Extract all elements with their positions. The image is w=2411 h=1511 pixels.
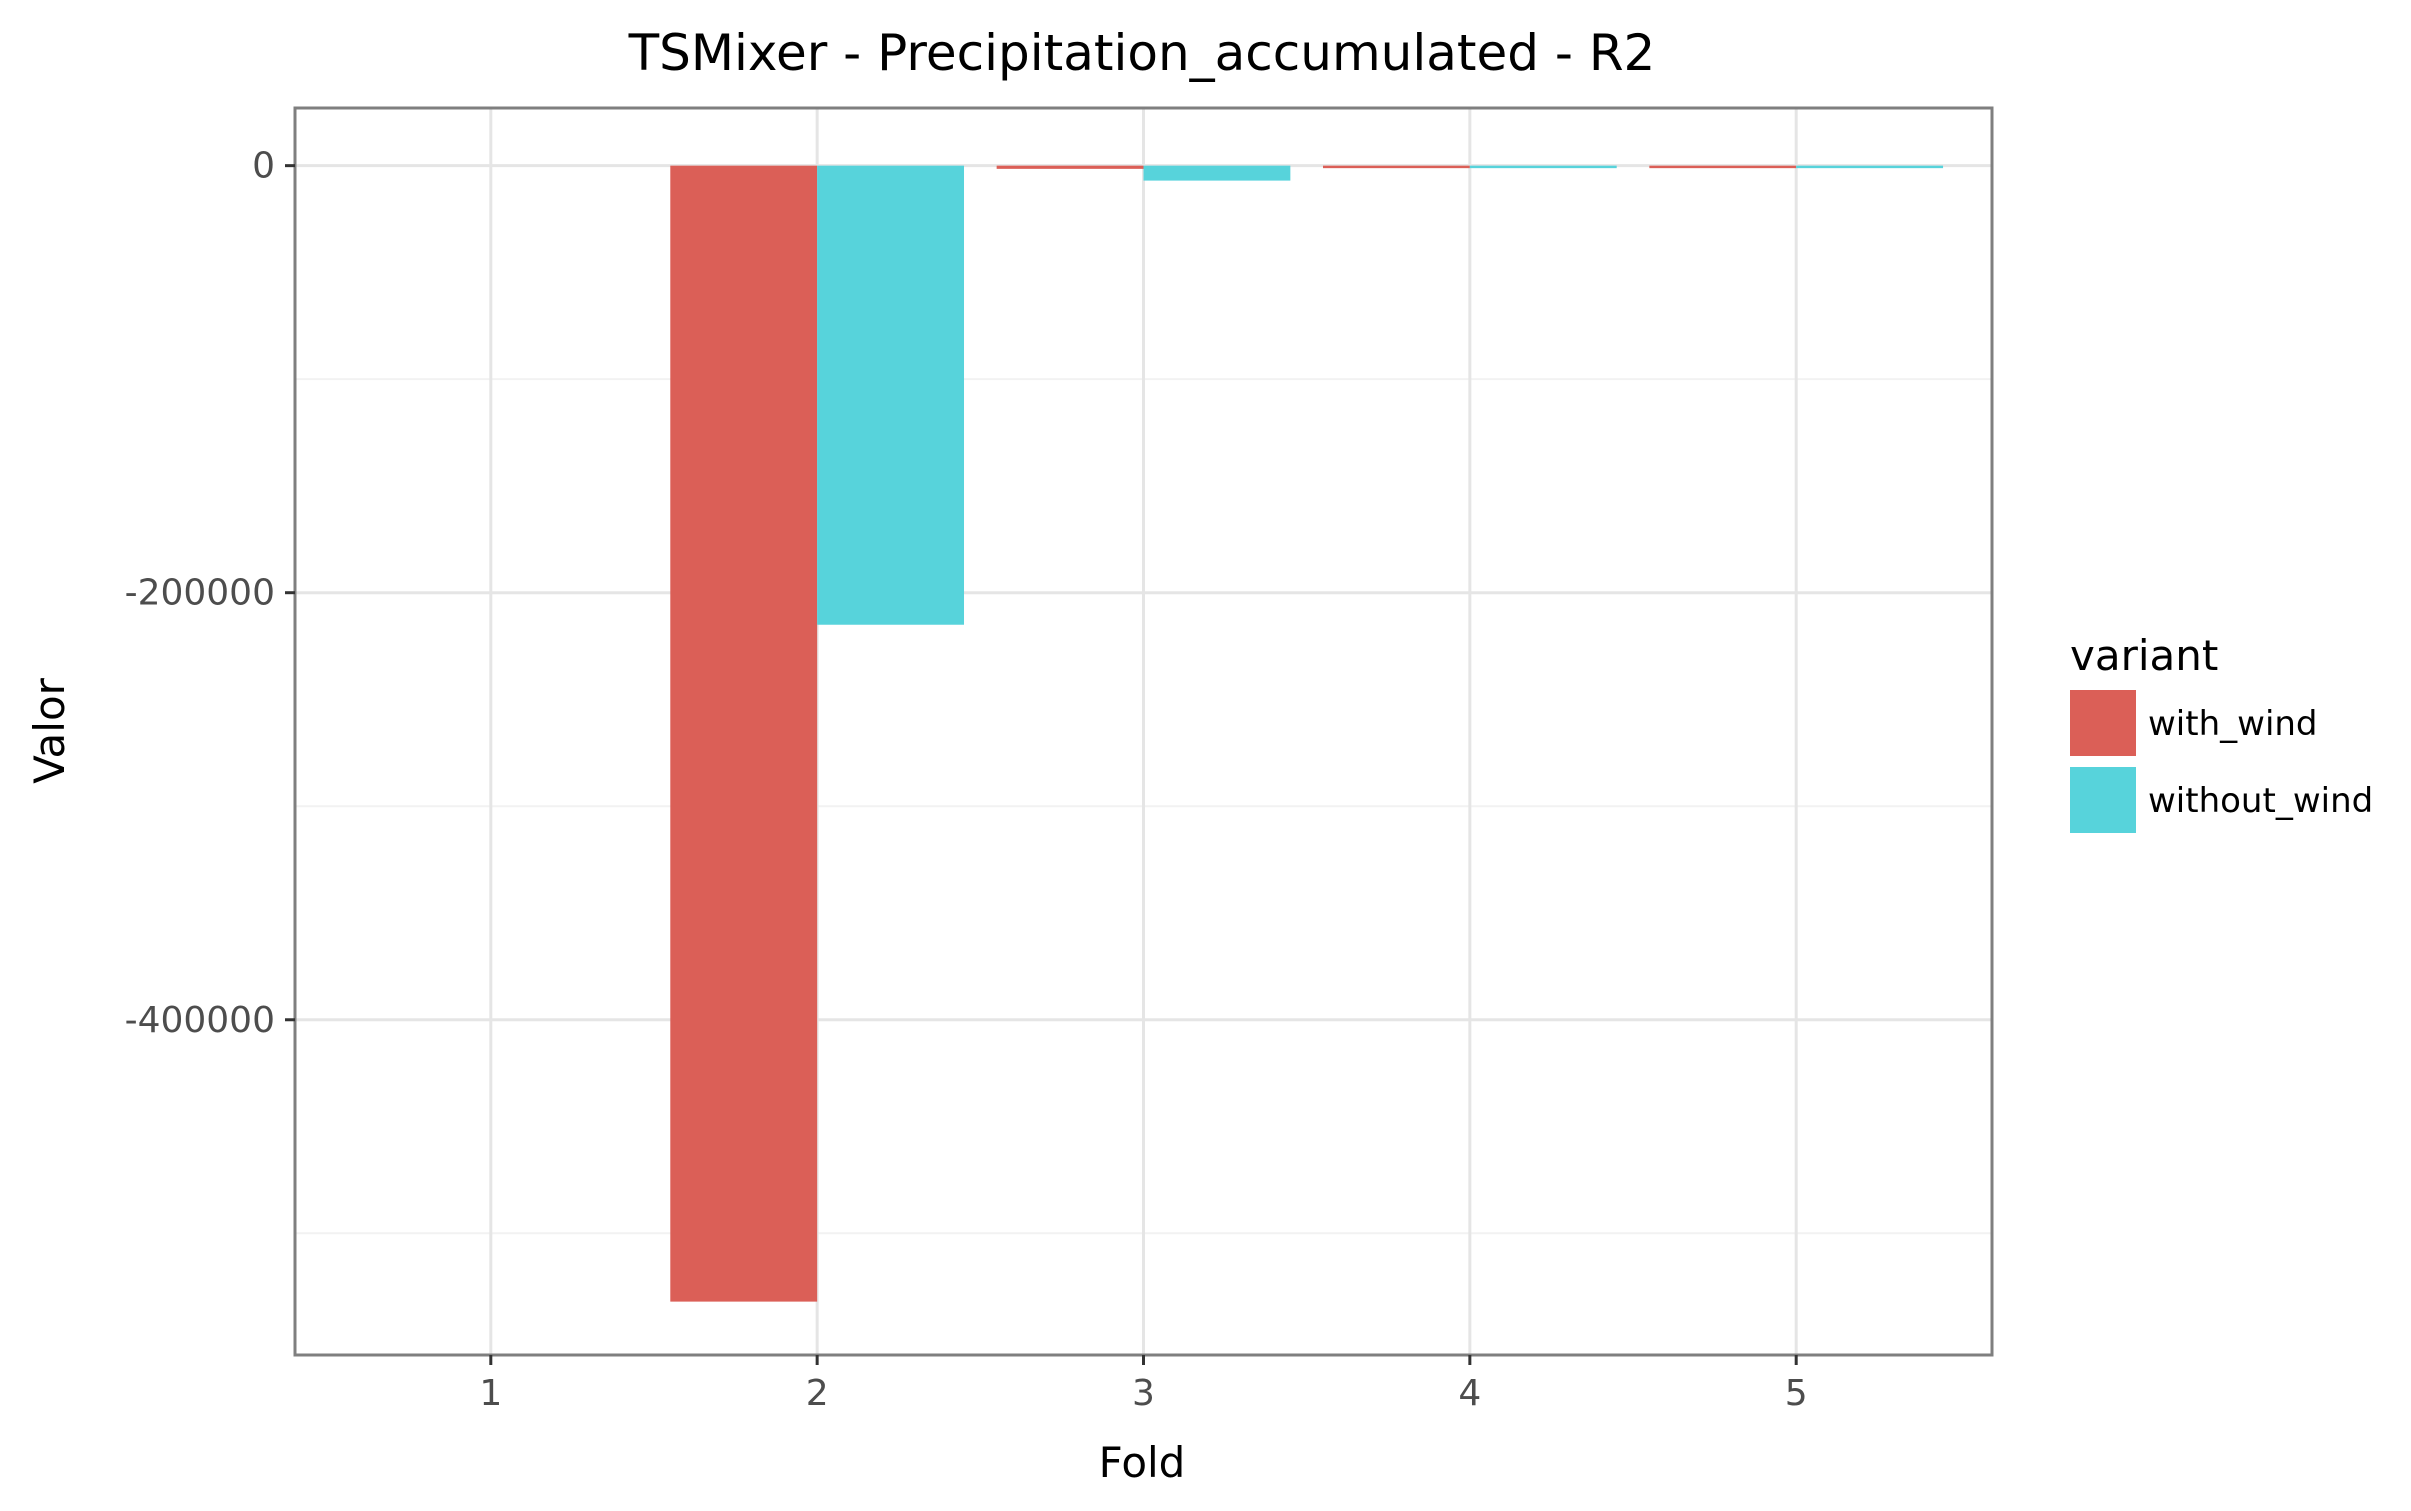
x-tick-label: 4 [1458,1373,1481,1414]
legend-swatch-with_wind [2070,690,2136,756]
legend-swatch-without_wind [2070,767,2136,833]
bar-without_wind-fold-4 [1469,165,1617,169]
bar-with_wind-fold-3 [996,165,1144,169]
legend-items: with_wind without_wind [2070,690,2373,833]
legend-title: variant [2070,631,2218,680]
x-axis: 1 2 3 4 5 [479,1355,1808,1414]
x-tick-label: 1 [479,1373,502,1414]
x-tick-label: 2 [806,1373,829,1414]
y-axis: 0 -200000 -400000 [125,146,295,1041]
x-tick-label: 3 [1132,1373,1155,1414]
chart-title: TSMixer - Precipitation_accumulated - R2 [628,24,1656,82]
bar-with_wind-fold-5 [1649,165,1797,169]
bar-without_wind-fold-3 [1143,165,1291,181]
x-tick-label: 5 [1785,1373,1808,1414]
bar-with_wind-fold-4 [1322,165,1470,169]
legend-label-with_wind: with_wind [2148,704,2318,744]
bars [670,165,1944,1302]
y-tick-label: 0 [252,146,275,187]
x-axis-title: Fold [1099,1438,1186,1487]
y-tick-label: -400000 [125,1000,275,1041]
y-tick-label: -200000 [125,573,275,614]
legend: variant with_wind without_wind [2070,631,2373,833]
bar-without_wind-fold-2 [817,165,965,625]
y-axis-title: Valor [25,677,74,784]
bar-without_wind-fold-5 [1796,165,1944,169]
legend-label-without_wind: without_wind [2148,781,2373,821]
bar-with_wind-fold-2 [670,165,818,1302]
